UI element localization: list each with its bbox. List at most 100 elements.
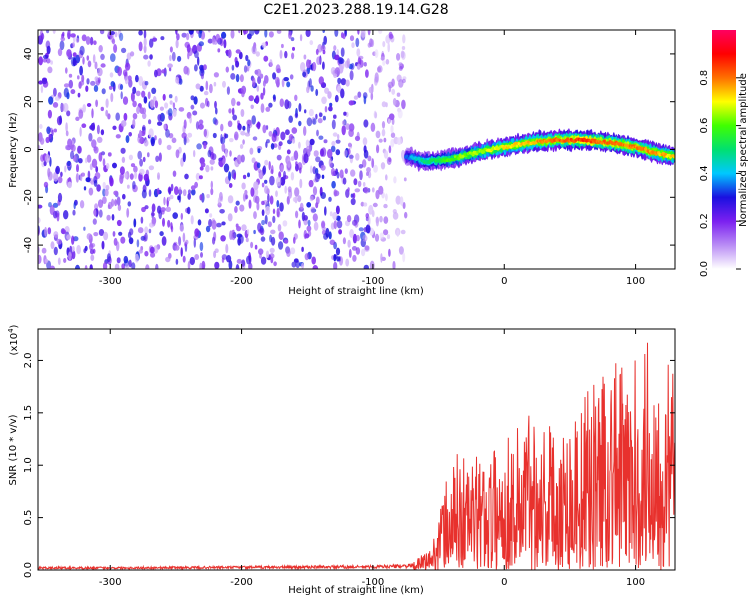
spectrogram-noise-cell <box>130 51 135 57</box>
spectrogram-noise-cell <box>223 39 227 49</box>
spectrogram-noise-cell <box>284 185 288 194</box>
spectrogram-noise-cell <box>367 216 371 226</box>
spectrogram-noise-cell <box>383 203 388 209</box>
spectrogram-noise-cell <box>401 99 406 110</box>
spectrogram-noise-cell <box>149 99 155 109</box>
spectrogram-noise-cell <box>123 112 128 121</box>
spectrogram-noise-cell <box>144 226 149 235</box>
spectrogram-noise-cell <box>47 109 53 119</box>
spectrogram-noise-cell <box>87 60 92 68</box>
x-tick-label: -300 <box>99 276 122 287</box>
spectrogram-noise-cell <box>281 78 285 88</box>
spectrogram-noise-cell <box>233 172 236 180</box>
spectrogram-noise-cell <box>71 246 75 252</box>
spectrogram-noise-cell <box>124 172 128 179</box>
spectrogram-noise-cell <box>280 131 286 141</box>
spectrogram-noise-cell <box>97 67 103 77</box>
spectrogram-noise-cell <box>318 135 324 140</box>
spectrogram-noise-cell <box>89 125 95 130</box>
spectrogram-noise-cell <box>357 30 360 35</box>
spectrogram-noise-cell <box>335 139 341 144</box>
spectrogram-noise-cell <box>335 205 340 215</box>
spectrogram-noise-cell <box>38 217 41 224</box>
spectrogram-noise-cell <box>100 106 105 112</box>
spectrogram-noise-cell <box>323 35 328 45</box>
spectrogram-signal-cell <box>589 140 593 144</box>
spectrogram-noise-cell <box>344 60 350 69</box>
spectrogram-noise-cell <box>103 231 109 241</box>
spectrogram-noise-cell <box>323 139 328 144</box>
spectrogram-noise-cell <box>371 187 375 193</box>
spectrogram-noise-cell <box>245 54 249 62</box>
spectrogram-noise-cell <box>172 212 178 220</box>
spectrogram-noise-cell <box>196 143 202 150</box>
spectrogram-noise-cell <box>187 52 190 60</box>
spectrogram-noise-cell <box>253 211 257 220</box>
spectrogram-noise-cell <box>70 144 76 152</box>
spectrogram-noise-cell <box>174 186 179 196</box>
spectrogram-noise-cell <box>121 47 127 54</box>
spectrogram-noise-cell <box>246 229 250 235</box>
spectrogram-noise-cell <box>119 84 124 90</box>
spectrogram-noise-cell <box>378 185 384 195</box>
spectrogram-noise-cell <box>378 30 383 34</box>
spectrogram-noise-cell <box>178 78 183 85</box>
spectrogram-noise-cell <box>303 54 307 60</box>
spectrogram-noise-cell <box>358 227 364 232</box>
spectrogram-noise-cell <box>144 250 149 257</box>
spectrogram-noise-cell <box>66 234 71 240</box>
spectrogram-noise-cell <box>68 79 74 89</box>
spectrogram-noise-cell <box>172 102 176 109</box>
spectrogram-noise-cell <box>330 145 336 153</box>
spectrogram-noise-cell <box>159 106 164 111</box>
spectrogram-noise-cell <box>245 237 249 243</box>
spectrogram-noise-cell <box>138 30 143 36</box>
spectrogram-noise-cell <box>158 209 162 220</box>
spectrogram-noise-cell <box>222 80 226 88</box>
y-tick-label: 1.5 <box>23 405 34 421</box>
spectrogram-noise-cell <box>315 156 321 163</box>
spectrogram-noise-cell <box>156 187 160 195</box>
spectrogram-noise-cell <box>248 199 252 209</box>
spectrogram-noise-cell <box>349 35 355 42</box>
spectrogram-noise-cell <box>286 249 291 257</box>
spectrogram-noise-cell <box>172 108 177 117</box>
spectrogram-noise-cell <box>132 181 136 190</box>
spectrogram-noise-cell <box>244 132 251 137</box>
spectrogram-noise-cell <box>264 30 268 38</box>
spectrogram-noise-cell <box>265 125 269 130</box>
spectrogram-noise-cell <box>347 187 350 192</box>
spectrogram-noise-cell <box>144 205 149 210</box>
spectrogram-noise-cell <box>136 239 140 248</box>
spectrogram-noise-cell <box>290 247 296 255</box>
spectrogram-noise-cell <box>54 96 60 101</box>
spectrogram-noise-cell <box>62 210 69 220</box>
spectrogram-noise-cell <box>172 170 177 177</box>
spectrogram-noise-cell <box>294 112 299 119</box>
spectrogram-noise-cell <box>181 32 187 38</box>
spectrogram-noise-cell <box>336 220 343 229</box>
spectrogram-noise-cell <box>363 149 369 159</box>
spectrogram-noise-cell <box>169 194 174 200</box>
spectrogram-noise-cell <box>207 38 213 44</box>
spectrogram-noise-cell <box>305 145 311 153</box>
spectrogram-noise-cell <box>140 216 144 224</box>
spectrogram-noise-cell <box>298 103 302 112</box>
spectrogram-noise-cell <box>128 154 133 161</box>
spectrogram-noise-cell <box>184 41 190 49</box>
spectrogram-noise-cell <box>82 56 85 65</box>
spectrogram-noise-cell <box>362 159 367 168</box>
spectrogram-noise-cell <box>145 264 150 269</box>
spectrogram-noise-cell <box>396 229 400 237</box>
spectrogram-noise-cell <box>137 150 142 160</box>
spectrogram-noise-cell <box>313 221 319 231</box>
spectrogram-noise-cell <box>382 59 386 66</box>
spectrogram-noise-cell <box>53 231 59 238</box>
spectrogram-noise-cell <box>268 130 273 137</box>
spectrogram-noise-cell <box>203 90 209 96</box>
spectrogram-noise-cell <box>344 168 348 175</box>
spectrogram-noise-cell <box>333 261 338 269</box>
spectrogram-noise-cell <box>383 137 387 143</box>
spectrogram-noise-cell <box>234 133 238 140</box>
spectrogram-noise-cell <box>177 195 181 201</box>
